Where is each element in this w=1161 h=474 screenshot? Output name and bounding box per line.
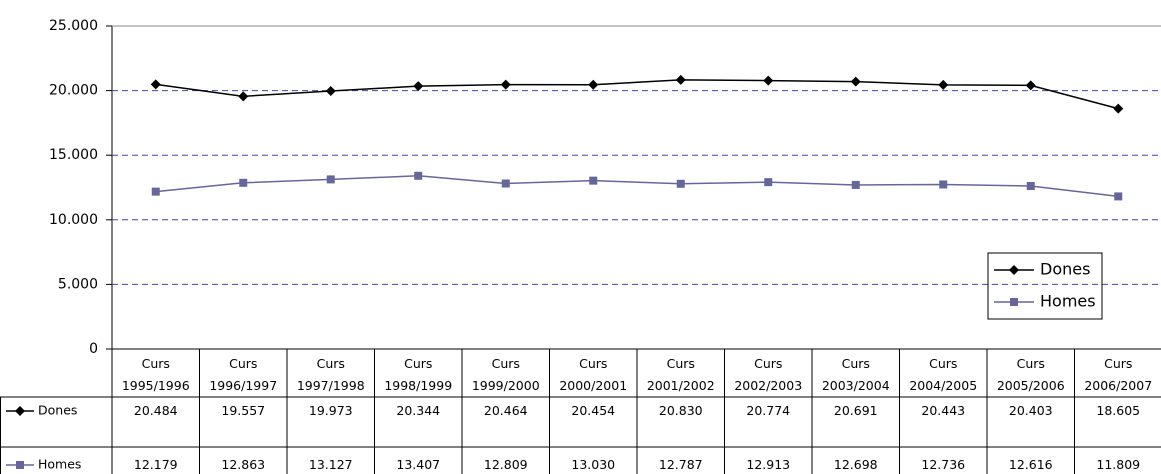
point xyxy=(851,180,860,189)
point xyxy=(239,178,248,187)
x-tick-label: Curs 2002/2003 xyxy=(734,356,803,393)
legend-key-marker xyxy=(1010,298,1018,306)
legend-label: Dones xyxy=(1040,260,1090,279)
x-tick-label: Curs 1999/2000 xyxy=(471,356,540,393)
data-label: 20.830 xyxy=(658,403,703,418)
y-tick-label: 25.000 xyxy=(49,18,98,34)
x-tick-label: Curs 2001/2002 xyxy=(646,356,715,393)
data-label: 11.809 xyxy=(1096,457,1141,472)
point xyxy=(501,179,510,188)
x-tick-label: Curs 1995/1996 xyxy=(121,356,190,393)
data-label: 13.407 xyxy=(396,457,441,472)
point xyxy=(1026,182,1035,191)
point xyxy=(500,79,511,90)
point xyxy=(675,74,686,85)
x-tick-label: Curs 1997/1998 xyxy=(296,356,365,393)
data-label: 13.127 xyxy=(308,457,353,472)
data-label: 12.736 xyxy=(921,457,966,472)
point xyxy=(325,85,336,96)
table-row-label: Dones xyxy=(38,403,77,418)
point xyxy=(939,180,948,189)
point xyxy=(1113,103,1124,114)
data-label: 12.809 xyxy=(483,457,528,472)
legend-key-marker xyxy=(16,461,24,469)
legend-label: Homes xyxy=(1040,292,1096,311)
point xyxy=(763,75,774,86)
data-label: 19.557 xyxy=(221,403,266,418)
x-tick-label: Curs 2006/2007 xyxy=(1084,356,1153,393)
data-label: 18.605 xyxy=(1096,403,1141,418)
series-line xyxy=(155,175,1119,198)
data-label: 20.443 xyxy=(921,403,966,418)
x-tick-label: Curs 1996/1997 xyxy=(209,356,278,393)
y-tick-label: 0 xyxy=(89,341,98,357)
legend-key-marker xyxy=(1009,265,1019,275)
data-label: 20.774 xyxy=(746,403,791,418)
point xyxy=(938,79,949,90)
data-label: 20.454 xyxy=(571,403,616,418)
point xyxy=(413,81,424,92)
point xyxy=(150,79,161,90)
x-tick-label: Curs 2005/2006 xyxy=(996,356,1065,393)
y-tick-label: 5.000 xyxy=(58,276,98,292)
point xyxy=(589,176,598,185)
data-label: 12.698 xyxy=(833,457,878,472)
y-tick-label: 20.000 xyxy=(49,83,98,99)
point xyxy=(1114,192,1123,201)
data-label: 20.691 xyxy=(833,403,878,418)
data-label: 20.484 xyxy=(133,403,178,418)
x-tick-label: Curs 2004/2005 xyxy=(909,356,978,393)
data-label: 12.913 xyxy=(746,457,791,472)
point xyxy=(1025,80,1036,91)
point xyxy=(850,76,861,87)
x-tick-label: Curs 1998/1999 xyxy=(384,356,453,393)
data-label: 20.403 xyxy=(1008,403,1053,418)
x-tick-label: Curs 2000/2001 xyxy=(559,356,628,393)
point xyxy=(676,179,685,188)
point xyxy=(414,171,423,180)
table-row-label: Homes xyxy=(38,457,81,472)
x-tick-label: Curs 2003/2004 xyxy=(821,356,890,393)
series-line xyxy=(155,79,1119,110)
point xyxy=(326,175,335,184)
data-label: 12.179 xyxy=(133,457,178,472)
data-label: 19.973 xyxy=(308,403,353,418)
data-label: 12.616 xyxy=(1008,457,1053,472)
y-tick-label: 10.000 xyxy=(49,212,98,228)
legend-box xyxy=(987,252,1103,320)
y-tick-label: 15.000 xyxy=(49,147,98,163)
point xyxy=(238,91,249,102)
data-label: 12.863 xyxy=(221,457,266,472)
data-label: 20.344 xyxy=(396,403,441,418)
point xyxy=(151,187,160,196)
legend-key-marker xyxy=(15,406,25,416)
data-label: 20.464 xyxy=(483,403,528,418)
point xyxy=(764,178,773,187)
data-label: 12.787 xyxy=(658,457,703,472)
data-label: 13.030 xyxy=(571,457,616,472)
point xyxy=(588,79,599,90)
